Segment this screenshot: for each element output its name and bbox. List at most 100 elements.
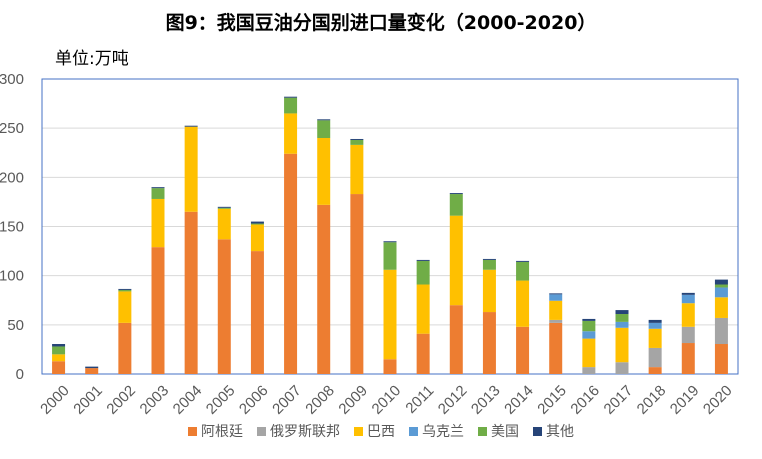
bar-2019-3: [681, 294, 695, 304]
bar-2017-2: [615, 327, 629, 363]
bar-2018-1: [648, 347, 662, 368]
legend-item: 俄罗斯联邦: [257, 421, 340, 441]
bar-2003-0: [151, 247, 165, 374]
y-tick-label: 50: [7, 317, 24, 334]
bar-2000-4: [52, 346, 66, 355]
bar-2001-5: [85, 366, 99, 369]
bar-2005-5: [217, 206, 231, 208]
legend-item: 乌克兰: [409, 421, 464, 441]
bar-2002-4: [118, 289, 132, 292]
bar-2003-4: [151, 188, 165, 199]
legend-item: 巴西: [354, 421, 395, 441]
bar-2012-4: [449, 194, 463, 216]
bar-2011-4: [416, 260, 430, 285]
bar-2006-0: [250, 251, 264, 374]
x-tick-label: 2011: [402, 382, 437, 417]
bar-2004-2: [184, 126, 198, 212]
legend-swatch: [354, 426, 363, 436]
x-tick-label: 2002: [103, 382, 139, 418]
bar-2006-5: [250, 221, 264, 224]
legend-swatch: [409, 426, 418, 436]
bar-2002-0: [118, 322, 132, 374]
x-tick-label: 2010: [369, 382, 405, 418]
bar-2009-2: [350, 144, 364, 195]
x-tick-label: 2020: [700, 382, 736, 418]
x-tick-label: 2017: [601, 382, 637, 418]
bar-2000-2: [52, 354, 66, 362]
bar-2007-4: [284, 97, 298, 114]
bar-2010-2: [383, 269, 397, 360]
bar-2017-3: [615, 321, 629, 328]
legend-item: 其他: [533, 421, 574, 441]
bar-2018-2: [648, 328, 662, 348]
bar-2015-5: [549, 293, 563, 295]
bar-2004-5: [184, 125, 198, 127]
y-tick-label: 300: [0, 71, 24, 88]
bar-2004-0: [184, 211, 198, 374]
x-tick-label: 2012: [435, 382, 471, 418]
bar-2014-5: [516, 260, 530, 262]
legend-label: 乌克兰: [422, 424, 464, 440]
bar-2016-3: [582, 331, 596, 339]
bar-2014-0: [516, 326, 530, 374]
bar-2020-1: [714, 317, 728, 345]
bar-2010-4: [383, 242, 397, 270]
bar-2009-4: [350, 139, 364, 145]
bar-2012-0: [449, 305, 463, 374]
bar-2006-4: [250, 223, 264, 225]
bar-2003-2: [151, 198, 165, 248]
bar-2014-4: [516, 261, 530, 281]
bar-2006-2: [250, 224, 264, 252]
legend-swatch: [188, 426, 197, 436]
y-tick-label: 250: [0, 120, 24, 137]
bar-2002-2: [118, 291, 132, 323]
bar-2007-5: [284, 96, 298, 98]
bar-2019-5: [681, 292, 695, 295]
bar-2015-1: [549, 319, 563, 323]
y-tick-label: 200: [0, 169, 24, 186]
bar-2016-2: [582, 338, 596, 368]
bar-2015-0: [549, 322, 563, 374]
bar-2005-2: [217, 208, 231, 240]
y-tick-label: 0: [16, 366, 24, 383]
bar-2017-1: [615, 362, 629, 374]
bar-2010-5: [383, 241, 397, 243]
bar-2018-5: [648, 319, 662, 323]
unit-label: 单位:万吨: [55, 49, 129, 69]
bar-2007-2: [284, 113, 298, 154]
bar-2008-2: [317, 138, 331, 205]
legend-label: 阿根廷: [201, 424, 243, 440]
bar-2012-5: [449, 193, 463, 195]
bar-2003-5: [151, 187, 165, 189]
legend-swatch: [533, 426, 542, 436]
bar-2005-4: [217, 207, 231, 209]
bar-2019-0: [681, 343, 695, 374]
bar-2001-0: [85, 368, 99, 374]
x-tick-label: 2006: [236, 382, 272, 418]
x-tick-label: 2018: [634, 382, 670, 418]
bar-2002-5: [118, 288, 132, 290]
legend-swatch: [257, 426, 266, 436]
x-tick-label: 2001: [70, 382, 106, 418]
bar-2011-2: [416, 284, 430, 334]
x-tick-label: 2008: [302, 382, 338, 418]
x-tick-label: 2014: [501, 382, 537, 418]
x-tick-label: 2005: [203, 382, 239, 418]
bar-2016-5: [582, 318, 596, 321]
x-tick-label: 2004: [170, 382, 206, 418]
chart-title: 图9：我国豆油分国别进口量变化（2000-2020）: [165, 12, 597, 34]
bar-2013-2: [482, 269, 496, 313]
bar-2019-2: [681, 303, 695, 327]
bar-2000-5: [52, 344, 66, 347]
bar-2011-0: [416, 333, 430, 374]
bar-2019-1: [681, 326, 695, 344]
legend-item: 阿根廷: [188, 421, 243, 441]
y-tick-label: 150: [0, 219, 24, 236]
bar-2005-0: [217, 239, 231, 374]
bar-2011-5: [416, 259, 430, 261]
bar-2013-0: [482, 312, 496, 374]
bar-2013-4: [482, 259, 496, 270]
bar-2009-0: [350, 194, 364, 374]
legend-label: 其他: [546, 424, 574, 440]
bar-2020-0: [714, 344, 728, 374]
